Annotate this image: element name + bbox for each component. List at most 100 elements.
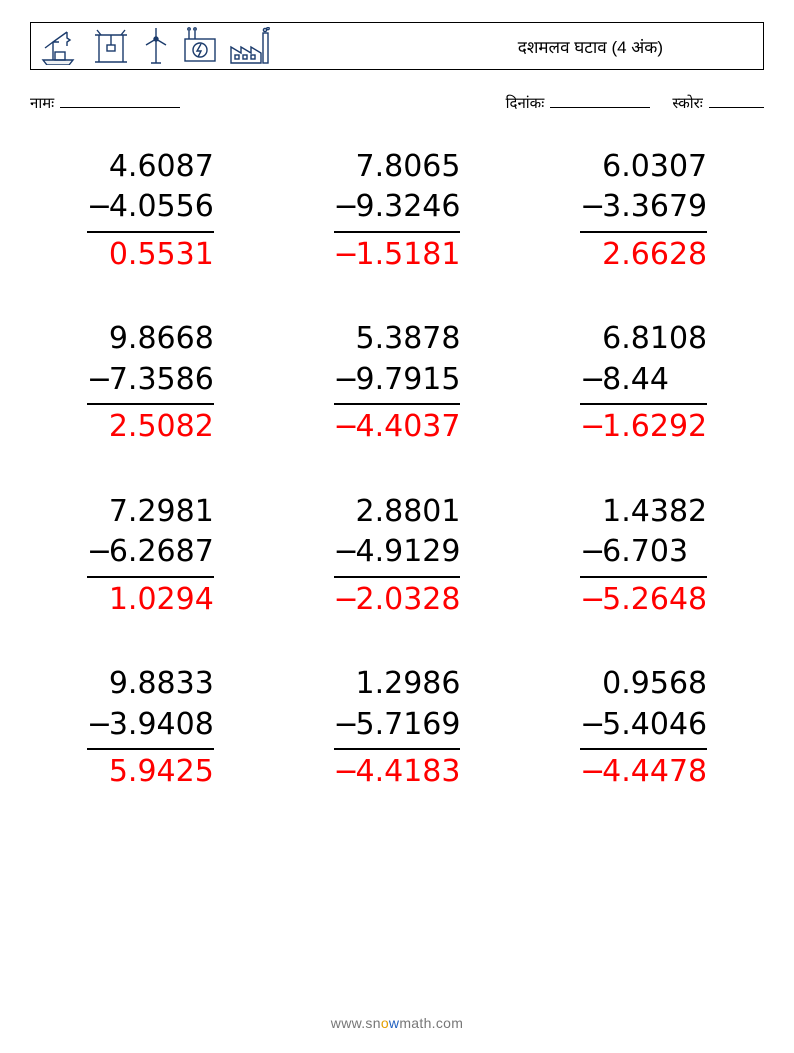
problems-grid: 4.6087−4.05560.55317.8065−9.3246−1.51816… bbox=[30, 147, 764, 793]
rule-line bbox=[87, 403, 214, 405]
subtrahend: 5.4046 bbox=[602, 705, 707, 746]
score-blank[interactable] bbox=[709, 92, 764, 108]
power-plant-icon bbox=[181, 27, 219, 65]
operator: − bbox=[87, 187, 109, 228]
subtrahend-row: −6.703 bbox=[580, 532, 707, 573]
operator: − bbox=[580, 705, 602, 746]
problem: 9.8668−7.35862.5082 bbox=[36, 319, 265, 448]
subtrahend: 7.3586 bbox=[109, 360, 214, 401]
rule-line bbox=[580, 231, 707, 233]
header-box: दशमलव घटाव (4 अंक) bbox=[30, 22, 764, 70]
answer-row: −2.0328 bbox=[334, 580, 461, 621]
subtrahend-row: −9.7915 bbox=[334, 360, 461, 401]
minuend: 6.8108 bbox=[602, 319, 707, 360]
subtrahend-row: −5.4046 bbox=[580, 705, 707, 746]
answer-row: −1.6292 bbox=[580, 407, 707, 448]
subtrahend-row: −8.44 bbox=[580, 360, 707, 401]
score-label: स्कोरः bbox=[672, 95, 702, 112]
minuend-row: 9.8833 bbox=[87, 664, 214, 705]
answer-row: −5.2648 bbox=[580, 580, 707, 621]
rule-line bbox=[334, 403, 461, 405]
problem-body: 6.0307−3.3679 2.6628 bbox=[580, 147, 707, 276]
answer: 2.0328 bbox=[356, 580, 461, 621]
answer-row: 0.5531 bbox=[87, 235, 214, 276]
minuend-row: 7.8065 bbox=[334, 147, 461, 188]
problem-body: 4.6087−4.0556 0.5531 bbox=[87, 147, 214, 276]
minuend: 1.2986 bbox=[356, 664, 461, 705]
rule-line bbox=[334, 231, 461, 233]
minuend-row: 1.2986 bbox=[334, 664, 461, 705]
minuend: 9.8833 bbox=[109, 664, 214, 705]
answer: 2.5082 bbox=[109, 407, 214, 448]
answer-sign bbox=[87, 752, 109, 793]
subtrahend-row: −4.0556 bbox=[87, 187, 214, 228]
answer-row: 5.9425 bbox=[87, 752, 214, 793]
problem: 1.2986−5.7169−4.4183 bbox=[283, 664, 512, 793]
subtrahend: 9.3246 bbox=[356, 187, 461, 228]
answer: 1.6292 bbox=[602, 407, 707, 448]
minuend-row: 2.8801 bbox=[334, 492, 461, 533]
answer: 4.4478 bbox=[602, 752, 707, 793]
footer-w: w bbox=[389, 1015, 399, 1031]
subtrahend: 3.9408 bbox=[109, 705, 214, 746]
header-icons bbox=[41, 27, 271, 65]
meta-score: स्कोरः bbox=[672, 92, 764, 113]
operator: − bbox=[334, 532, 356, 573]
problem-body: 2.8801−4.9129−2.0328 bbox=[334, 492, 461, 621]
problem: 0.9568−5.4046−4.4478 bbox=[529, 664, 758, 793]
operator: − bbox=[580, 187, 602, 228]
answer-row: 2.6628 bbox=[580, 235, 707, 276]
rule-line bbox=[580, 576, 707, 578]
operator: − bbox=[334, 360, 356, 401]
rule-line bbox=[580, 748, 707, 750]
problem-body: 5.3878−9.7915−4.4037 bbox=[334, 319, 461, 448]
rule-line bbox=[87, 576, 214, 578]
answer-row: −1.5181 bbox=[334, 235, 461, 276]
minuend: 9.8668 bbox=[109, 319, 214, 360]
footer-url: www.snowmath.com bbox=[0, 1015, 794, 1031]
date-blank[interactable] bbox=[550, 92, 650, 108]
subtrahend-row: −5.7169 bbox=[334, 705, 461, 746]
rule-line bbox=[334, 576, 461, 578]
rule-line bbox=[580, 403, 707, 405]
worksheet-title: दशमलव घटाव (4 अंक) bbox=[518, 35, 753, 58]
answer-sign bbox=[87, 407, 109, 448]
minuend-row: 1.4382 bbox=[580, 492, 707, 533]
subtrahend: 8.44 bbox=[602, 360, 707, 401]
problem-body: 7.2981−6.26871.0294 bbox=[87, 492, 214, 621]
problem: 2.8801−4.9129−2.0328 bbox=[283, 492, 512, 621]
footer-o: o bbox=[381, 1015, 389, 1031]
operator: − bbox=[580, 532, 602, 573]
answer-sign bbox=[87, 580, 109, 621]
operator: − bbox=[580, 360, 602, 401]
operator: − bbox=[87, 705, 109, 746]
subtrahend-row: −4.9129 bbox=[334, 532, 461, 573]
name-label: नामः bbox=[30, 95, 54, 112]
date-label: दिनांकः bbox=[506, 95, 545, 112]
answer-sign: − bbox=[334, 235, 356, 276]
problem: 4.6087−4.0556 0.5531 bbox=[36, 147, 265, 276]
minuend-row: 4.6087 bbox=[87, 147, 214, 188]
footer-suffix: math.com bbox=[399, 1015, 463, 1031]
answer-row: −4.4037 bbox=[334, 407, 461, 448]
subtrahend: 4.0556 bbox=[109, 187, 214, 228]
minuend-row: 5.3878 bbox=[334, 319, 461, 360]
subtrahend-row: −9.3246 bbox=[334, 187, 461, 228]
subtrahend: 3.3679 bbox=[602, 187, 707, 228]
answer: 4.4037 bbox=[356, 407, 461, 448]
subtrahend-row: −3.3679 bbox=[580, 187, 707, 228]
answer: 0.5531 bbox=[109, 235, 214, 276]
minuend-row: 6.0307 bbox=[580, 147, 707, 188]
minuend: 2.8801 bbox=[356, 492, 461, 533]
minuend-row: 6.8108 bbox=[580, 319, 707, 360]
answer-row: −4.4478 bbox=[580, 752, 707, 793]
minuend: 5.3878 bbox=[356, 319, 461, 360]
answer: 4.4183 bbox=[356, 752, 461, 793]
answer-sign: − bbox=[580, 580, 602, 621]
worksheet-page: दशमलव घटाव (4 अंक) नामः दिनांकः स्कोरः 4… bbox=[0, 0, 794, 793]
problem-body: 0.9568−5.4046−4.4478 bbox=[580, 664, 707, 793]
minuend-row: 0.9568 bbox=[580, 664, 707, 705]
answer: 1.0294 bbox=[109, 580, 214, 621]
wind-turbine-icon bbox=[141, 27, 171, 65]
name-blank[interactable] bbox=[60, 92, 180, 108]
